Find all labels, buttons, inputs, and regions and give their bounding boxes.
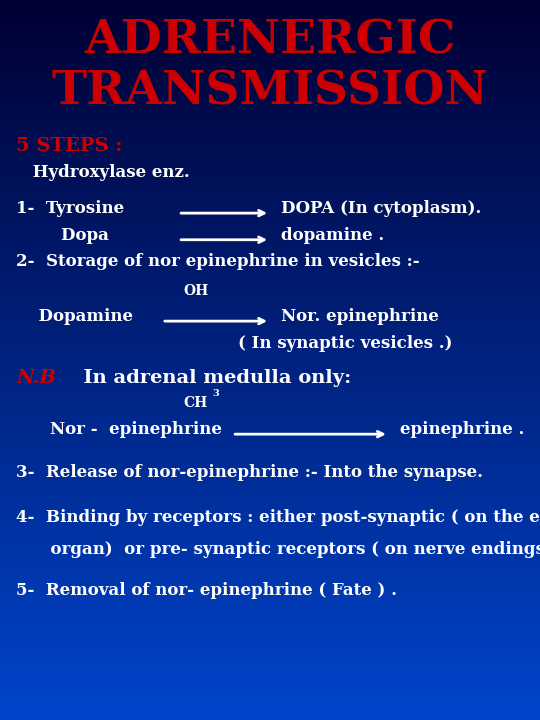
Text: 5-  Removal of nor- epinephrine ( Fate ) .: 5- Removal of nor- epinephrine ( Fate ) … (16, 582, 397, 599)
Text: Nor -  epinephrine: Nor - epinephrine (27, 421, 222, 438)
Text: Nor. epinephrine: Nor. epinephrine (281, 308, 438, 325)
Text: dopamine .: dopamine . (281, 227, 384, 244)
Text: 4-  Binding by receptors : either post-synaptic ( on the effector: 4- Binding by receptors : either post-sy… (16, 509, 540, 526)
Text: 5 STEPS :: 5 STEPS : (16, 137, 123, 155)
Text: 2-  Storage of nor epinephrine in vesicles :-: 2- Storage of nor epinephrine in vesicle… (16, 253, 420, 270)
Text: In adrenal medulla only:: In adrenal medulla only: (70, 369, 352, 387)
Text: Hydroxylase enz.: Hydroxylase enz. (27, 164, 190, 181)
Text: Dopamine: Dopamine (27, 308, 133, 325)
Text: OH: OH (184, 284, 209, 298)
Text: 3-  Release of nor-epinephrine :- Into the synapse.: 3- Release of nor-epinephrine :- Into th… (16, 464, 483, 482)
Text: TRANSMISSION: TRANSMISSION (52, 68, 488, 114)
Text: Dopa: Dopa (38, 227, 109, 244)
Text: ADRENERGIC: ADRENERGIC (84, 18, 456, 64)
Text: DOPA (In cytoplasm).: DOPA (In cytoplasm). (281, 200, 481, 217)
Text: organ)  or pre- synaptic receptors ( on nerve endings.): organ) or pre- synaptic receptors ( on n… (16, 541, 540, 559)
Text: N.B: N.B (16, 369, 56, 387)
Text: 3: 3 (212, 389, 219, 397)
Text: ( In synaptic vesicles .): ( In synaptic vesicles .) (238, 335, 452, 352)
Text: epinephrine .: epinephrine . (400, 421, 524, 438)
Text: CH: CH (184, 396, 208, 410)
Text: 1-  Tyrosine: 1- Tyrosine (16, 200, 124, 217)
